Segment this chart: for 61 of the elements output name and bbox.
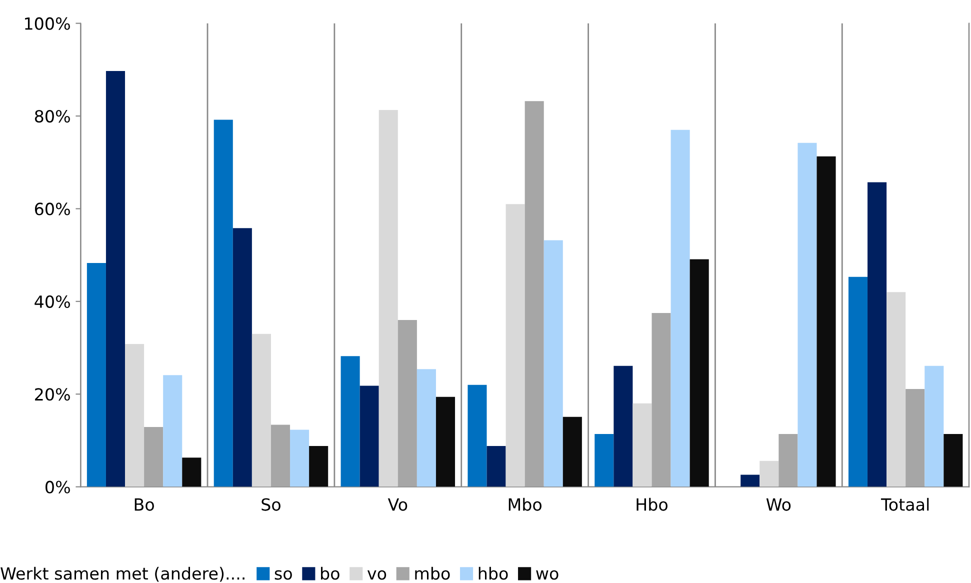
bar: [778, 434, 798, 487]
bar: [182, 458, 202, 487]
x-tick-label: Vo: [388, 498, 408, 511]
bar: [632, 403, 652, 487]
y-tick-label: 40%: [34, 295, 70, 308]
bar: [670, 130, 690, 487]
bar: [906, 389, 925, 487]
bar: [562, 416, 582, 487]
x-tick-label: Bo: [134, 498, 154, 511]
y-tick-label: 100%: [25, 17, 70, 30]
bar: [270, 424, 290, 487]
y-tick-label: 80%: [34, 110, 70, 123]
legend-label: wo: [536, 570, 558, 580]
bar: [163, 375, 182, 487]
bar: [252, 334, 271, 487]
bar: [524, 101, 544, 487]
bar: [816, 156, 836, 487]
legend-label: hbo: [478, 566, 508, 580]
x-tick-label: So: [262, 498, 280, 511]
y-tick-label: 0%: [46, 480, 70, 494]
bar: [214, 120, 233, 487]
bar: [868, 182, 887, 487]
bar: [232, 228, 252, 487]
bar: [506, 204, 525, 487]
bar: [340, 356, 360, 487]
bar: [125, 344, 144, 487]
x-tick-label: Totaal: [880, 498, 929, 511]
bar: [86, 262, 106, 487]
y-tick-label: 20%: [35, 388, 70, 401]
bar: [416, 369, 436, 487]
bar: [144, 427, 164, 487]
bar: [436, 396, 456, 487]
x-tick-label: Mbo: [508, 498, 542, 511]
bar: [398, 320, 417, 487]
legend-label: mbo: [415, 566, 450, 580]
bar: [760, 460, 779, 487]
legend-label: vo: [367, 570, 386, 580]
bar: [486, 446, 506, 487]
legend-label: so: [274, 570, 292, 580]
bar: [924, 366, 944, 487]
bar: [106, 71, 126, 487]
x-tick-label: Hbo: [636, 498, 668, 511]
bar: [544, 240, 563, 487]
bar: [309, 446, 328, 487]
bar: [848, 276, 868, 487]
y-tick-label: 60%: [34, 202, 70, 216]
bar: [690, 259, 709, 487]
bar: [886, 292, 906, 487]
bar: [652, 313, 671, 487]
bar: [360, 386, 379, 487]
bar: [614, 366, 633, 487]
bar: [290, 430, 310, 487]
x-tick-label: Wo: [766, 498, 791, 511]
bar: [944, 434, 963, 487]
legend-title: Werkt samen met (andere)....: [0, 566, 244, 582]
bar: [740, 474, 760, 487]
bar: [594, 434, 614, 487]
bar: [378, 110, 398, 487]
bar: [468, 384, 487, 487]
legend-label: bo: [321, 566, 340, 580]
bar: [798, 142, 817, 487]
